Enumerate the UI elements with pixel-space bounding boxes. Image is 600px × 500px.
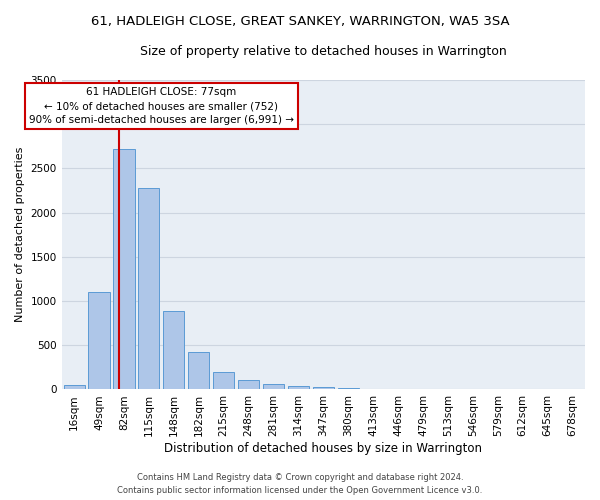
Bar	[238, 380, 259, 390]
Bar	[113, 149, 134, 390]
Bar	[313, 387, 334, 390]
Bar	[338, 388, 359, 390]
Bar	[188, 352, 209, 390]
X-axis label: Distribution of detached houses by size in Warrington: Distribution of detached houses by size …	[164, 442, 482, 455]
Y-axis label: Number of detached properties: Number of detached properties	[15, 147, 25, 322]
Title: Size of property relative to detached houses in Warrington: Size of property relative to detached ho…	[140, 45, 507, 58]
Text: Contains HM Land Registry data © Crown copyright and database right 2024.
Contai: Contains HM Land Registry data © Crown c…	[118, 474, 482, 495]
Bar	[362, 388, 384, 390]
Text: 61, HADLEIGH CLOSE, GREAT SANKEY, WARRINGTON, WA5 3SA: 61, HADLEIGH CLOSE, GREAT SANKEY, WARRIN…	[91, 15, 509, 28]
Bar	[163, 311, 184, 390]
Bar	[263, 384, 284, 390]
Bar	[88, 292, 110, 390]
Bar	[64, 385, 85, 390]
Bar	[288, 386, 309, 390]
Bar	[138, 188, 160, 390]
Bar	[213, 372, 234, 390]
Text: 61 HADLEIGH CLOSE: 77sqm
← 10% of detached houses are smaller (752)
90% of semi-: 61 HADLEIGH CLOSE: 77sqm ← 10% of detach…	[29, 87, 294, 125]
